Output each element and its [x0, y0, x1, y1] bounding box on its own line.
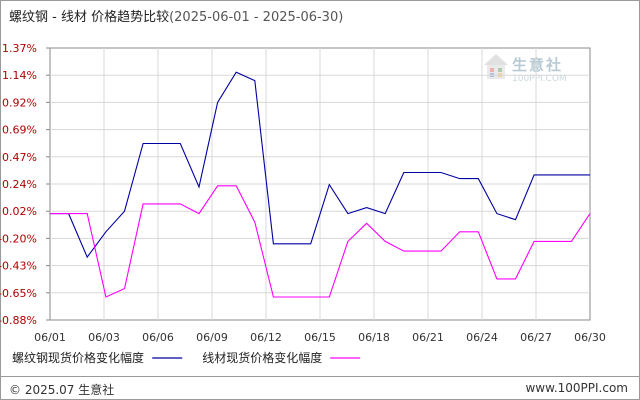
title-date-range: (2025-06-01 - 2025-06-30) — [169, 10, 344, 25]
x-tick-label: 06/09 — [196, 331, 228, 344]
y-tick-label: -0.65% — [0, 287, 37, 300]
legend-label-1: 线材现货价格变化幅度 — [202, 350, 322, 365]
y-tick-label: -0.43% — [0, 260, 37, 273]
series-line-0 — [50, 71, 590, 259]
x-tick-label: 06/24 — [466, 331, 498, 344]
footer-site-link[interactable]: www.100PPI.com — [525, 381, 628, 395]
x-tick-label: 06/01 — [34, 331, 66, 344]
x-tick-label: 06/27 — [520, 331, 552, 344]
y-tick-label: 0.47% — [2, 151, 37, 164]
watermark-site: 100PPI.COM — [512, 74, 567, 84]
x-tick-label: 06/30 — [574, 331, 606, 344]
line-chart: 1.37% 1.14% 0.92% 0.69% 0.47% 0.24% 0.02% -0.20… — [0, 42, 606, 365]
chart-title: 螺纹钢 - 线材 价格趋势比较(2025-06-01 - 2025-06-30) — [9, 6, 343, 25]
x-tick-label: 06/18 — [358, 331, 390, 344]
x-tick-label: 06/06 — [142, 331, 174, 344]
y-tick-label: 0.24% — [2, 178, 37, 191]
y-tick-label: 0.02% — [2, 205, 37, 218]
y-tick-label: 0.69% — [2, 124, 37, 137]
title-main: 螺纹钢 - 线材 价格趋势比较 — [9, 10, 170, 25]
y-tick-label: 1.14% — [2, 69, 37, 82]
watermark-name: 生意社 — [512, 56, 564, 74]
x-tick-label: 06/03 — [88, 331, 120, 344]
footer: © 2025.07 生意社 www.100PPI.com — [0, 376, 640, 399]
x-tick-label: 06/15 — [304, 331, 336, 344]
x-tick-label: 06/21 — [412, 331, 444, 344]
y-tick-label: -0.88% — [0, 314, 37, 327]
footer-copyright: © 2025.07 生意社 — [9, 383, 115, 397]
y-tick-label: 1.37% — [2, 42, 37, 55]
x-tick-label: 06/12 — [250, 331, 282, 344]
y-tick-label: 0.92% — [2, 96, 37, 109]
y-tick-label: -0.20% — [0, 232, 37, 245]
series-line-1 — [50, 185, 591, 298]
legend-label-0: 螺纹钢现货价格变化幅度 — [12, 350, 144, 365]
